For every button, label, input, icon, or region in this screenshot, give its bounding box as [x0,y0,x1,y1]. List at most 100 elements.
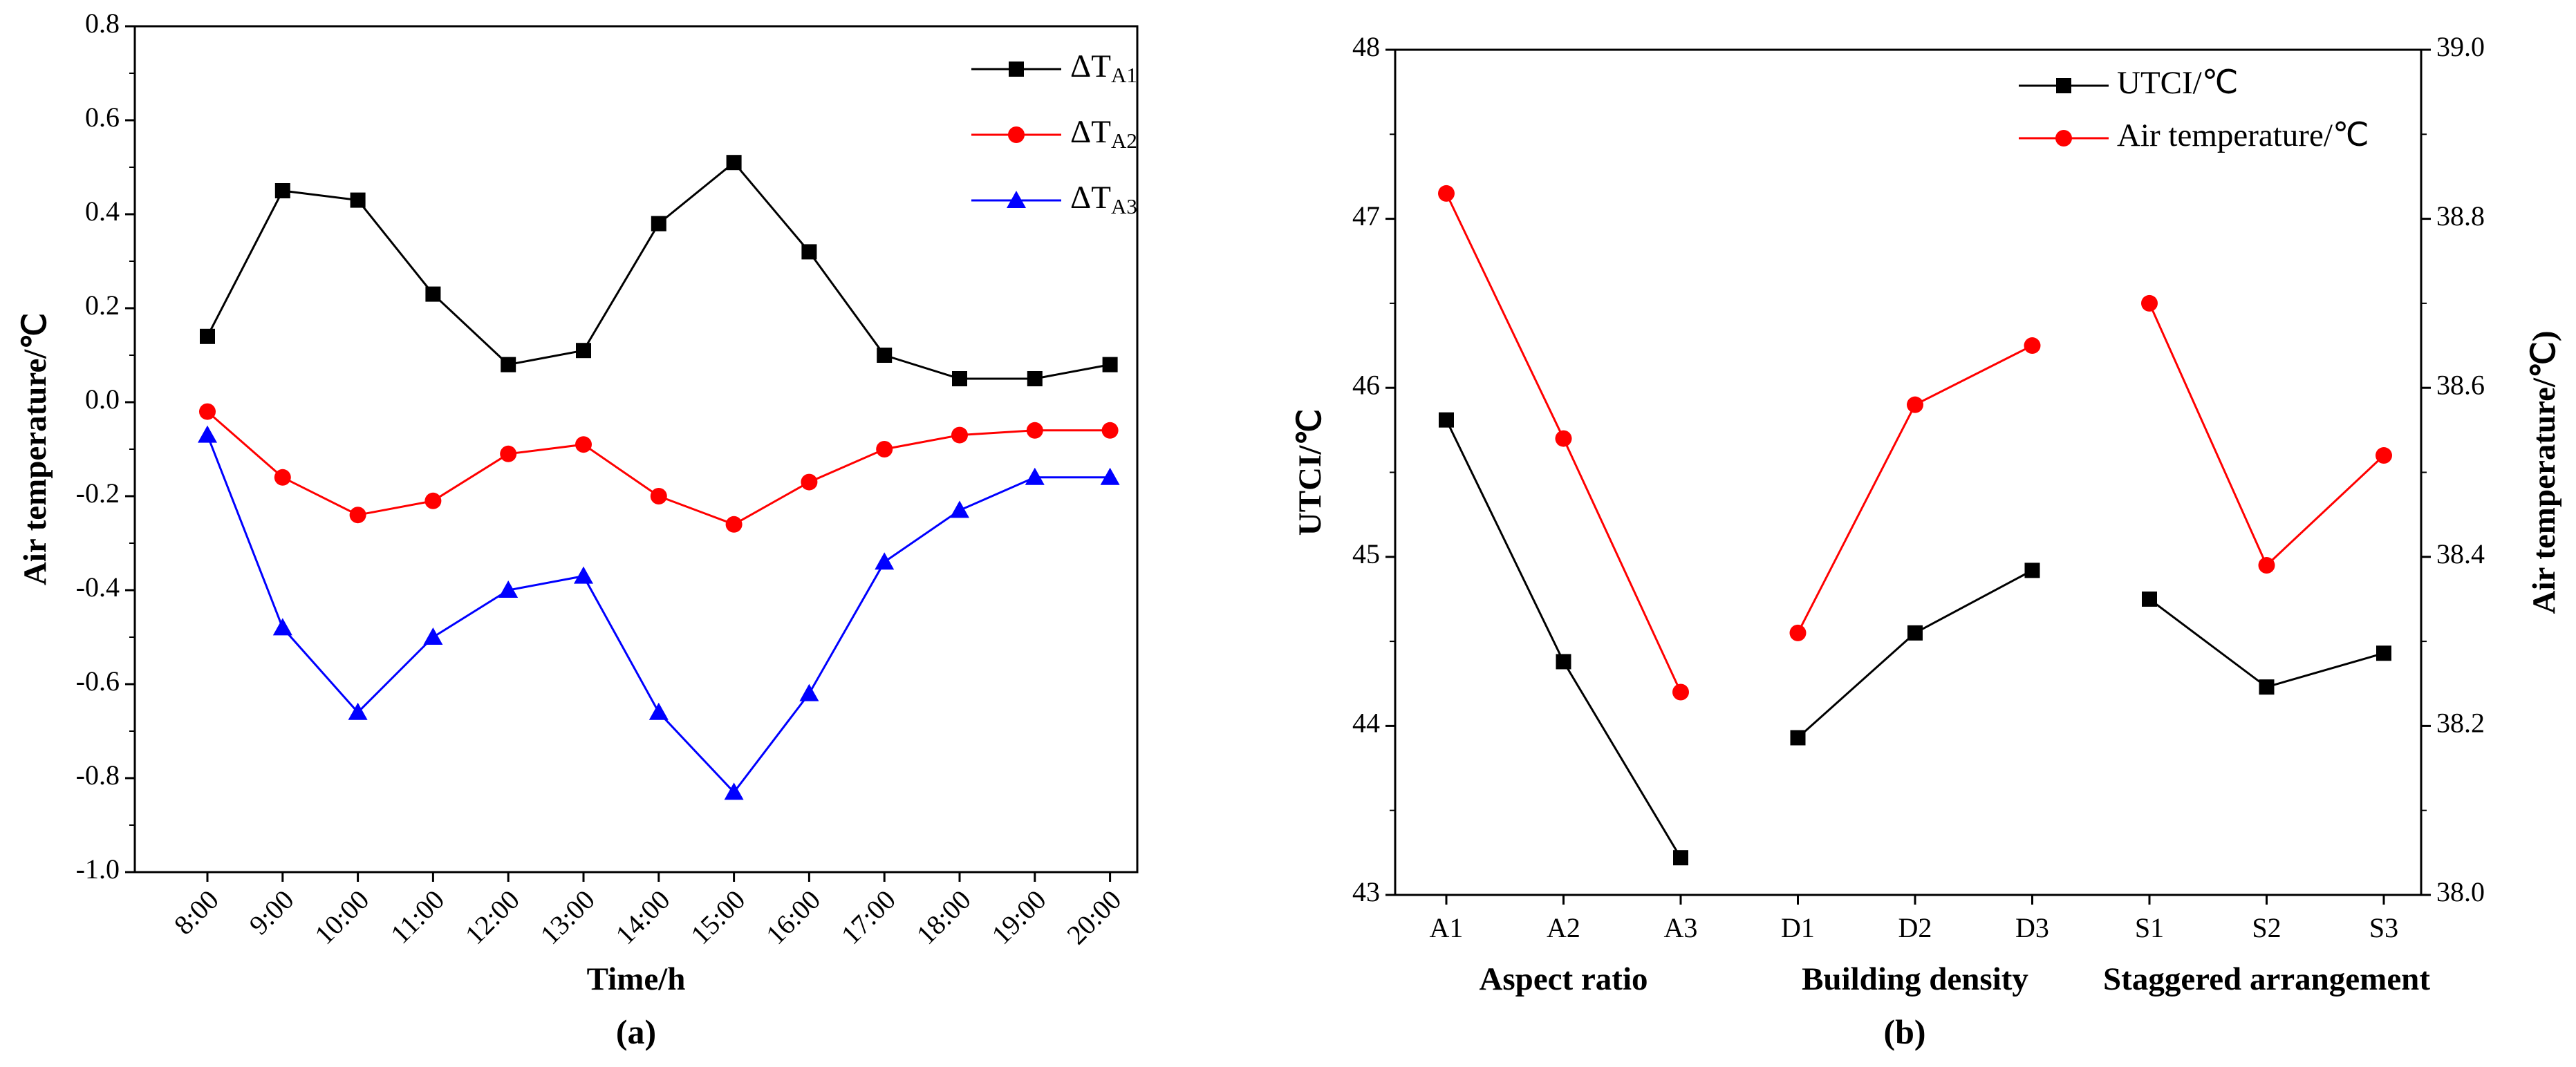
x-tick-label: 19:00 [985,884,1052,950]
y-right-tick-label: 39.0 [2436,31,2485,62]
x-tick-label: 12:00 [459,884,525,950]
x-tick-label: D1 [1781,912,1815,943]
legend-label-subscript: A2 [1111,129,1137,153]
x-tick-label: S3 [2369,912,2398,943]
series-utci [1439,412,2391,866]
legend-marker [2055,130,2072,147]
group-label: Building density [1802,961,2028,997]
y-tick-label: -0.6 [76,665,120,697]
series-a2 [199,403,1119,533]
legend-marker [1009,62,1024,77]
data-point [2141,294,2158,312]
series-line [207,410,1110,526]
y-axis-label: Air temperature/℃ [17,313,53,585]
data-point [348,702,368,720]
y-tick-label: 0.6 [85,102,120,133]
y-tick-label: 43 [1352,876,1380,907]
panel-label: (b) [1883,1012,1925,1051]
x-tick-label: D2 [1898,912,1932,943]
data-point [1101,422,1119,439]
legend-label: ΔTA1 [1070,48,1137,87]
series-line [206,161,1110,380]
data-point [877,348,893,363]
legend-label-main: ΔT [1070,180,1111,216]
data-point [500,445,517,462]
x-tick-label: 9:00 [243,884,300,941]
y-tick-label: 45 [1352,538,1380,569]
x-tick-label: A2 [1547,912,1580,943]
x-tick-label: S2 [2252,912,2281,943]
data-point [1673,850,1688,866]
legend-label-main: ΔT [1070,114,1111,150]
legend-label-main: Air temperature/℃ [2117,117,2369,153]
x-tick-label: A1 [1430,912,1464,943]
y-tick-label: -0.2 [76,478,120,509]
data-point [799,683,819,701]
y-right-tick-label: 38.2 [2436,708,2485,739]
legend: UTCI/℃ Air temperature/℃ [2019,65,2369,153]
y-tick-label: -0.4 [76,572,120,603]
y-tick-label: 47 [1352,200,1380,232]
series-air-temperature [1438,185,2392,701]
data-point [726,155,742,171]
y-right-tick-label: 38.4 [2436,538,2485,569]
data-point [423,627,443,645]
group-label: Aspect ratio [1479,961,1648,997]
x-tick-label: 13:00 [534,884,601,950]
x-tick-label: 14:00 [609,884,675,950]
data-point [2376,447,2392,464]
legend-label-main: ΔT [1070,48,1111,84]
data-point [574,566,593,584]
data-point [272,618,292,636]
y-right-tick-label: 38.8 [2436,200,2485,232]
data-point [2024,563,2040,578]
legend-label-subscript: A3 [1111,194,1137,218]
data-point [274,469,291,486]
data-point [424,492,442,509]
y-axis-label: UTCI/℃ [1292,409,1328,536]
data-point [875,552,895,570]
legend-label: Air temperature/℃ [2117,117,2369,153]
data-point [575,436,592,453]
x-tick-label: 16:00 [760,884,826,950]
y-tick-label: 48 [1352,31,1380,62]
data-point [1102,357,1118,372]
y-right-axis-label: Air temperature/℃) [2526,331,2562,614]
panel-b: 43 44 45 46 47 48 38.0 38.2 38.4 38.6 38.8 39.0 A1 A2… [1292,31,2562,1051]
legend-label: ΔTA3 [1070,180,1137,218]
data-point [1907,625,1923,641]
panel-a: -1.0 -0.8 -0.6 -0.4 -0.2 0.0 0.2 0.4 0.6 0.8 8:00 9… [17,8,1139,1051]
x-tick-label: 11:00 [384,884,450,950]
legend-label: UTCI/℃ [2117,65,2239,101]
data-point [425,286,441,302]
x-tick-label: 8:00 [168,884,225,941]
data-point [576,343,591,359]
panel-label: (a) [616,1012,656,1051]
data-point [725,516,743,533]
series-a1 [200,155,1118,386]
data-point [349,507,366,524]
group-label: Staggered arrangement [2103,961,2430,997]
series-line [2149,598,2384,688]
data-point [1438,185,1455,202]
y-tick-label: -1.0 [76,853,120,885]
data-point [501,357,516,372]
data-point [951,426,968,444]
data-point [198,425,217,443]
y-tick-label: 0.4 [85,196,120,227]
x-axis-label: Time/h [587,961,686,997]
data-point [1907,396,1923,413]
y-tick-label: 0.8 [85,8,120,39]
data-point [1025,467,1045,485]
data-point [2376,645,2391,661]
data-point [2258,557,2275,574]
data-point [1789,624,1807,641]
x-tick-label: 10:00 [308,884,375,950]
legend-label-subscript: A1 [1111,63,1137,87]
data-point [1672,683,1689,701]
data-point [952,371,967,386]
y-tick-label: 44 [1352,708,1380,739]
data-point [650,488,667,504]
